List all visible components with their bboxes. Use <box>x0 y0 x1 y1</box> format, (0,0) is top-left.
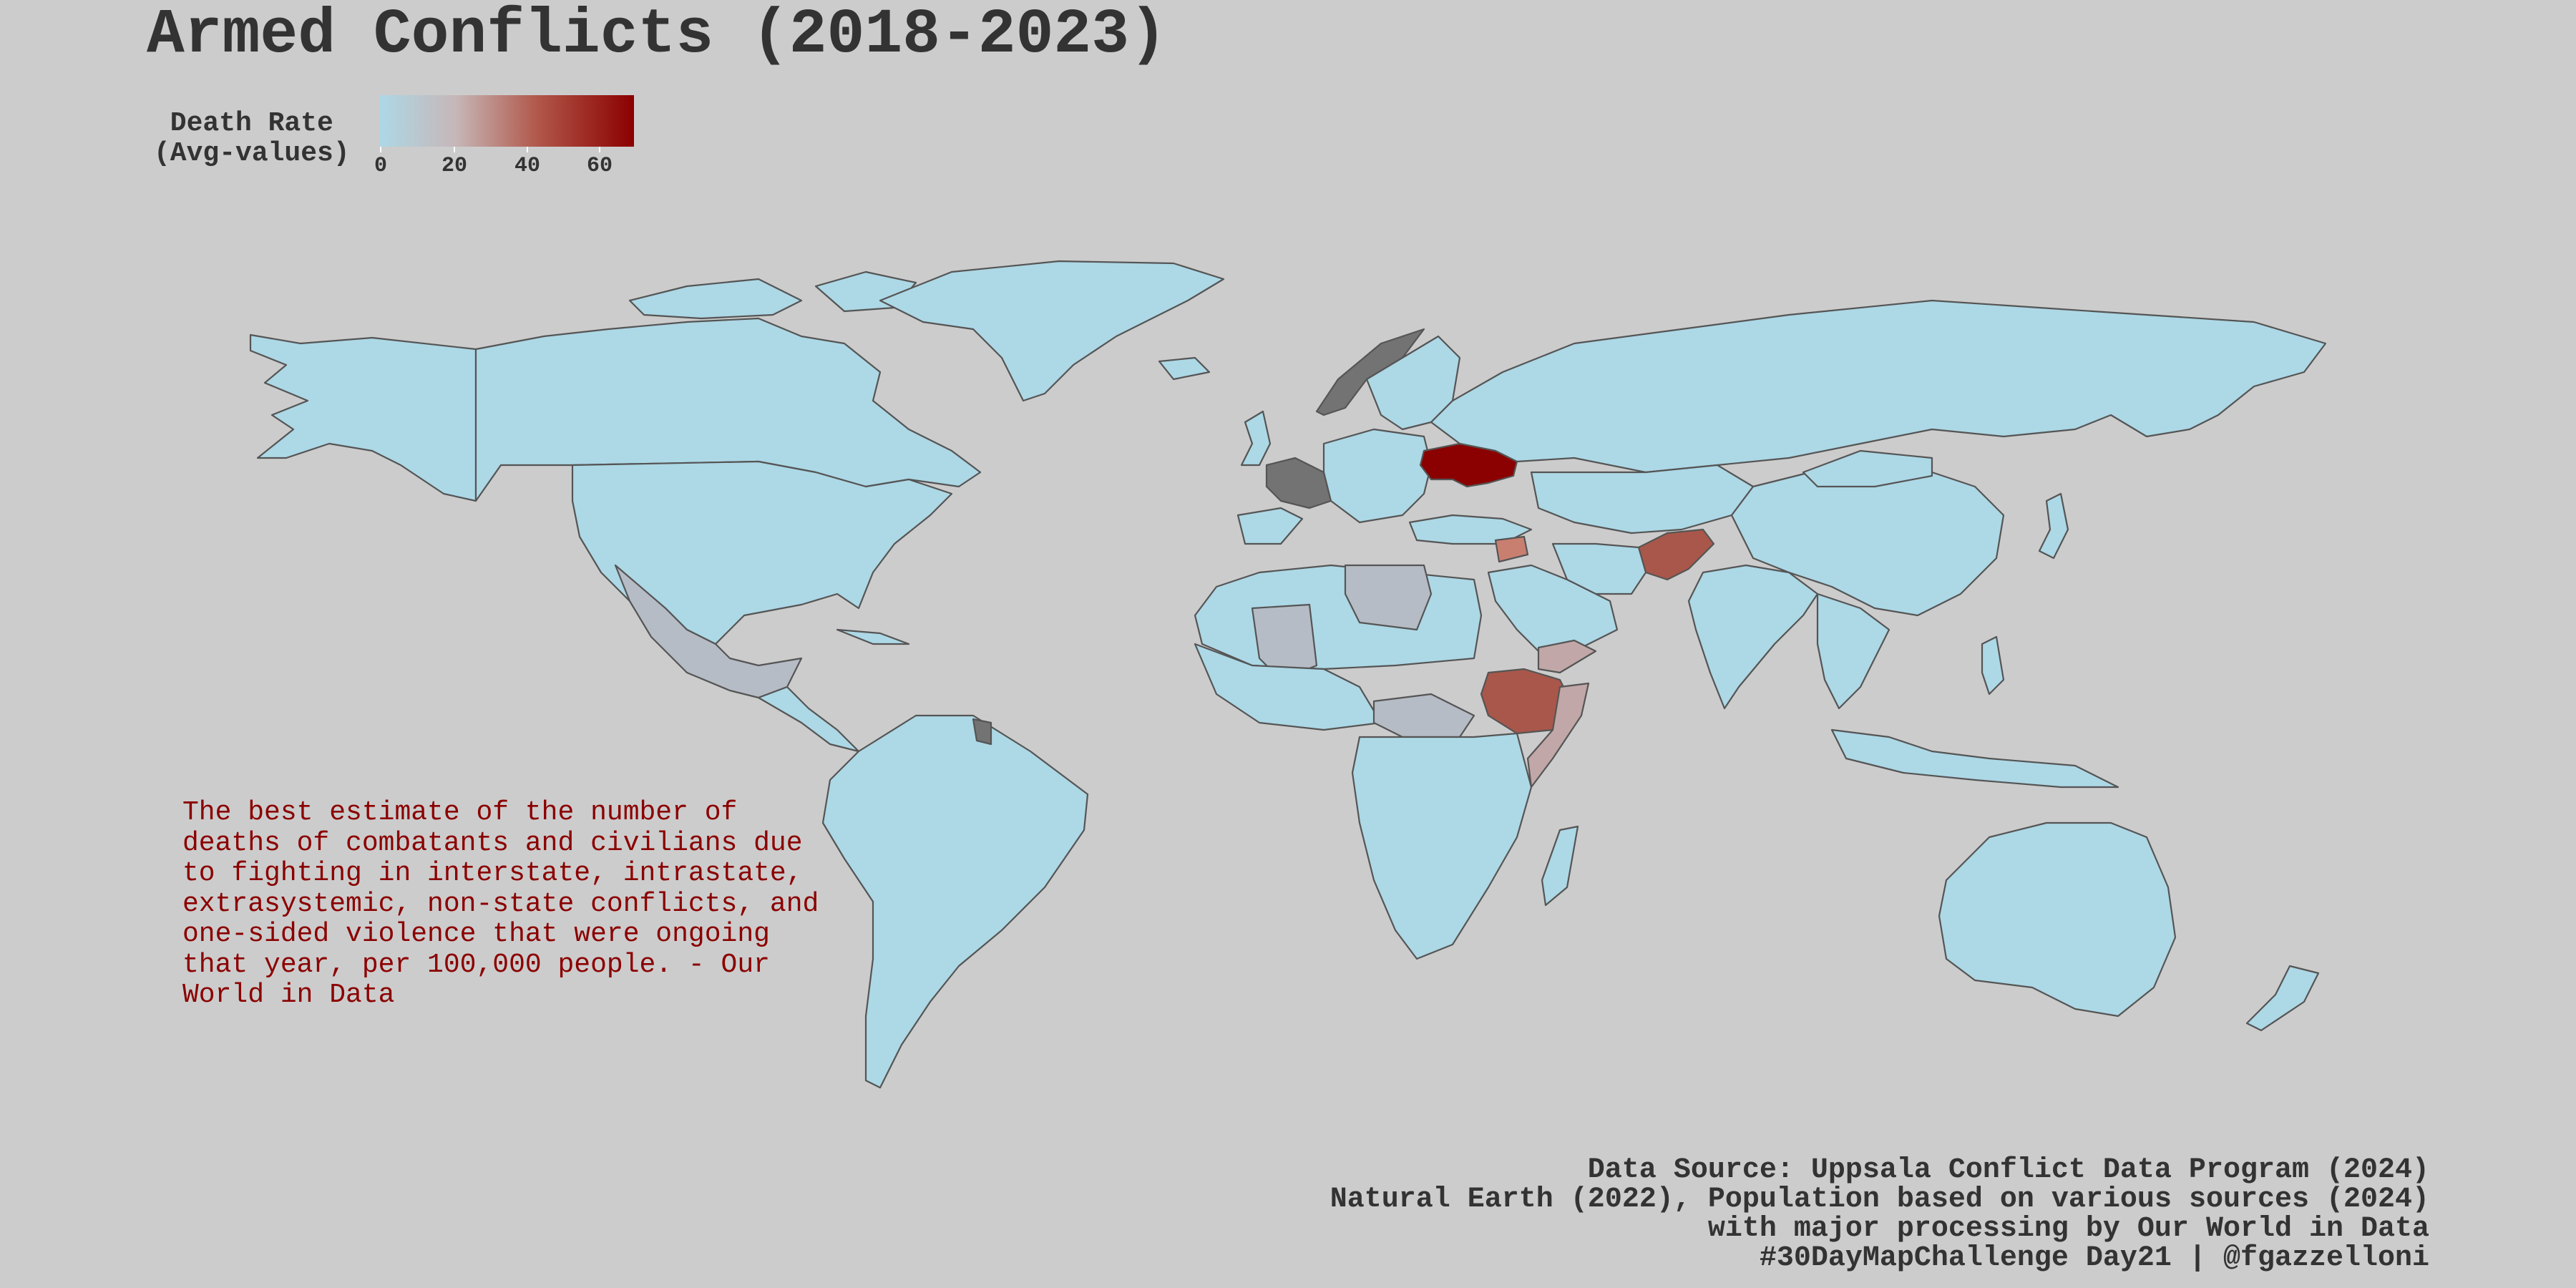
country-india <box>1687 564 1819 710</box>
country-central-america <box>757 686 860 753</box>
country-turkey <box>1408 514 1533 545</box>
country-france <box>1265 457 1332 509</box>
country-new-zealand <box>2245 965 2320 1032</box>
legend-tick-mark <box>599 147 600 152</box>
legend-tick-label: 0 <box>374 154 388 178</box>
source-line: #30DayMapChallenge Day21 | @fgazzelloni <box>1759 1242 2429 1274</box>
country-syria <box>1494 535 1529 563</box>
country-cuba <box>836 628 910 645</box>
country-southern-africa <box>1351 732 1533 960</box>
country-philippines <box>1981 635 2005 696</box>
country-southeast-asia <box>1816 592 1890 710</box>
country-mongolia <box>1802 449 1933 488</box>
country-australia <box>1938 821 2177 1018</box>
source-credits: Data Source: Uppsala Conflict Data Progr… <box>1330 1156 2429 1273</box>
source-line: with major processing by Our World in Da… <box>1707 1213 2429 1245</box>
country-uk <box>1240 410 1272 467</box>
country-central-asia <box>1530 464 1755 535</box>
country-central-europe <box>1322 428 1433 524</box>
country-iberia <box>1236 507 1304 545</box>
country-japan <box>2038 492 2069 560</box>
country-canada-islands <box>628 278 803 320</box>
map-title: Armed Conflicts (2018-2023) <box>147 0 1167 71</box>
country-guyana <box>972 718 992 746</box>
legend-tick-label: 40 <box>514 154 541 178</box>
country-sahel <box>1344 564 1433 631</box>
country-somalia <box>1526 682 1590 789</box>
country-indonesia <box>1830 728 2119 789</box>
country-russia <box>1430 299 2327 474</box>
country-iceland <box>1158 356 1211 381</box>
country-afghanistan <box>1637 528 1715 581</box>
country-greenland <box>879 260 1225 402</box>
legend-title: Death Rate (Avg-values) <box>154 109 350 169</box>
legend-color-bar <box>379 95 634 147</box>
country-north-africa <box>1194 564 1483 670</box>
legend-title-line1: Death Rate <box>170 108 333 139</box>
country-alaska <box>249 333 477 502</box>
source-line: Natural Earth (2022), Population based o… <box>1330 1184 2429 1216</box>
source-line: Data Source: Uppsala Conflict Data Progr… <box>1587 1154 2429 1186</box>
legend-tick-mark <box>527 147 528 152</box>
color-legend: Death Rate (Avg-values) 0 20 40 60 <box>154 93 655 186</box>
legend-tick-mark <box>380 147 381 152</box>
legend-tick-mark <box>454 147 455 152</box>
legend-tick-label: 20 <box>441 154 468 178</box>
map-caption: The best estimate of the number of death… <box>182 797 819 1010</box>
legend-tick-label: 60 <box>586 154 613 178</box>
country-yemen <box>1537 639 1597 674</box>
country-madagascar <box>1541 825 1579 907</box>
legend-title-line2: (Avg-values) <box>154 138 350 169</box>
country-mexico <box>614 564 803 699</box>
country-usa <box>571 460 953 645</box>
country-arabia <box>1487 564 1619 660</box>
country-central-africa <box>1372 693 1475 738</box>
country-south-america <box>821 714 1089 1089</box>
